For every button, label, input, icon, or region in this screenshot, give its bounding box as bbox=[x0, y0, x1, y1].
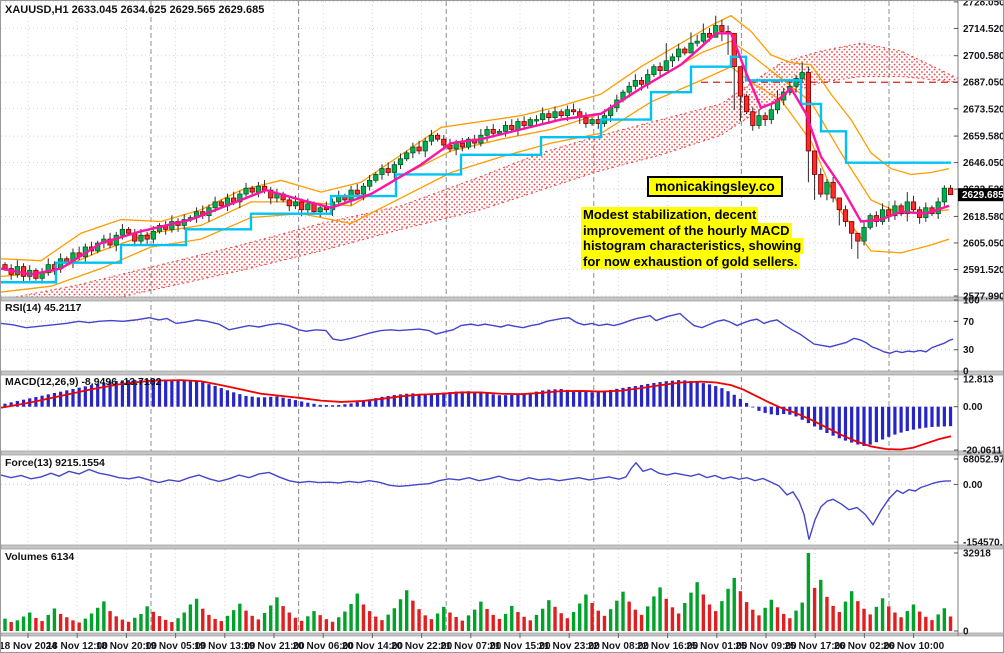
pane-separator[interactable] bbox=[1, 370, 1004, 376]
price-axis-label: 2728.050 bbox=[963, 1, 1004, 8]
time-axis-label: 20 Nov 06:00 bbox=[293, 641, 355, 652]
time-axis-label: 18 Nov 12:00 bbox=[47, 641, 109, 652]
rsi-line bbox=[1, 312, 954, 354]
watermark-badge: monicakingsley.co bbox=[647, 176, 783, 197]
rsi-label: RSI(14) 45.2117 bbox=[5, 302, 82, 314]
macd-pane[interactable] bbox=[1, 379, 953, 451]
annotation-line: improvement of the hourly MACD bbox=[581, 222, 792, 239]
price-axis-label: 2687.050 bbox=[963, 78, 1004, 89]
time-axis-label: 25 Nov 17:00 bbox=[785, 641, 847, 652]
force-pane[interactable] bbox=[1, 461, 952, 540]
time-axis-label: 18 Nov 2024 bbox=[1, 641, 57, 652]
time-axis-label: 19 Nov 05:00 bbox=[145, 641, 207, 652]
force-axis-label: 0.00 bbox=[963, 480, 983, 491]
price-axis-label: 2714.520 bbox=[963, 24, 1004, 35]
volumes-axis-label: 0 bbox=[963, 627, 969, 638]
time-axis-label: 21 Nov 15:00 bbox=[489, 641, 551, 652]
time-axis-label: 26 Nov 02:00 bbox=[834, 641, 896, 652]
price-axis-label: 2577.990 bbox=[963, 291, 1004, 302]
pane-separator[interactable] bbox=[1, 296, 1004, 302]
force-label: Force(13) 9215.1554 bbox=[5, 457, 105, 469]
annotation-line: Modest stabilization, decent bbox=[581, 207, 759, 223]
annotation-text: Modest stabilization, decent improvement… bbox=[581, 207, 804, 270]
kijun-line bbox=[1, 55, 951, 284]
time-axis-label: 20 Nov 14:00 bbox=[342, 641, 404, 652]
time-axis-label: 22 Nov 08:00 bbox=[588, 641, 650, 652]
time-axis-label: 19 Nov 21:00 bbox=[243, 641, 305, 652]
annotation-line: for now exhaustion of gold sellers. bbox=[581, 253, 800, 270]
ichimoku-cloud bbox=[15, 43, 958, 297]
grid bbox=[1, 1, 958, 633]
time-axis-label: 18 Nov 20:00 bbox=[96, 641, 158, 652]
current-price-label: 2629.685 bbox=[962, 190, 1004, 201]
annotation-line: histogram characteristics, showing bbox=[581, 238, 804, 254]
macd-label: MACD(12,26,9) -8.9496 -13.7182 bbox=[5, 376, 162, 388]
volumes-label: Volumes 6134 bbox=[5, 551, 75, 563]
current-price-tag bbox=[958, 188, 1003, 202]
time-axis-label: 25 Nov 01:00 bbox=[686, 641, 748, 652]
volumes-pane[interactable] bbox=[3, 553, 953, 631]
cloud-span-a bbox=[13, 42, 958, 297]
macd-axis-label: 12.813 bbox=[963, 375, 994, 386]
price-axis[interactable]: 2728.050 2714.520 2700.580 2687.050 2673.520… bbox=[954, 1, 1004, 638]
rsi-axis-label: 0 bbox=[963, 367, 969, 378]
bb-upper bbox=[1, 14, 950, 262]
rsi-axis-label: 100 bbox=[963, 296, 980, 307]
macd-signal-line bbox=[1, 379, 952, 451]
price-axis-label: 2673.520 bbox=[963, 104, 1004, 115]
pane-separator[interactable] bbox=[1, 544, 1004, 550]
price-axis-label: 2618.580 bbox=[963, 212, 1004, 223]
time-axis-label: 26 Nov 10:00 bbox=[883, 641, 945, 652]
time-axis-label: 19 Nov 13:00 bbox=[194, 641, 256, 652]
time-axis-label: 20 Nov 22:00 bbox=[391, 641, 453, 652]
rsi-pane[interactable] bbox=[1, 312, 954, 354]
price-axis-label: 2700.580 bbox=[963, 51, 1004, 62]
pane-separator[interactable] bbox=[1, 450, 1004, 456]
price-axis-label: 2591.520 bbox=[963, 265, 1004, 276]
force-line bbox=[1, 461, 952, 540]
macd-axis-label: -20.0611 bbox=[963, 446, 1002, 457]
chart-title: XAUUSD,H1 2633.045 2634.625 2629.565 262… bbox=[5, 4, 265, 16]
tenkan-line bbox=[1, 32, 950, 276]
main-pane[interactable] bbox=[1, 14, 958, 320]
rsi-axis-label: 30 bbox=[963, 345, 975, 356]
time-axis-label: 21 Nov 23:00 bbox=[539, 641, 601, 652]
price-axis-label: 2646.050 bbox=[963, 158, 1004, 169]
time-axis-label: 21 Nov 07:00 bbox=[440, 641, 502, 652]
time-axis-label: 22 Nov 16:00 bbox=[637, 641, 699, 652]
volumes-axis-label: 32918 bbox=[963, 548, 991, 559]
pane-separator[interactable] bbox=[1, 632, 1004, 637]
time-axis-label: 25 Nov 09:00 bbox=[735, 641, 797, 652]
price-axis-label: 2605.050 bbox=[963, 238, 1004, 249]
rsi-axis-label: 70 bbox=[963, 317, 975, 328]
force-axis-label: -154570.39 bbox=[963, 538, 1004, 549]
price-axis-label: 2659.580 bbox=[963, 132, 1004, 143]
force-axis-label: 68052.9782 bbox=[963, 455, 1004, 466]
macd-axis-label: 0.00 bbox=[963, 402, 983, 413]
